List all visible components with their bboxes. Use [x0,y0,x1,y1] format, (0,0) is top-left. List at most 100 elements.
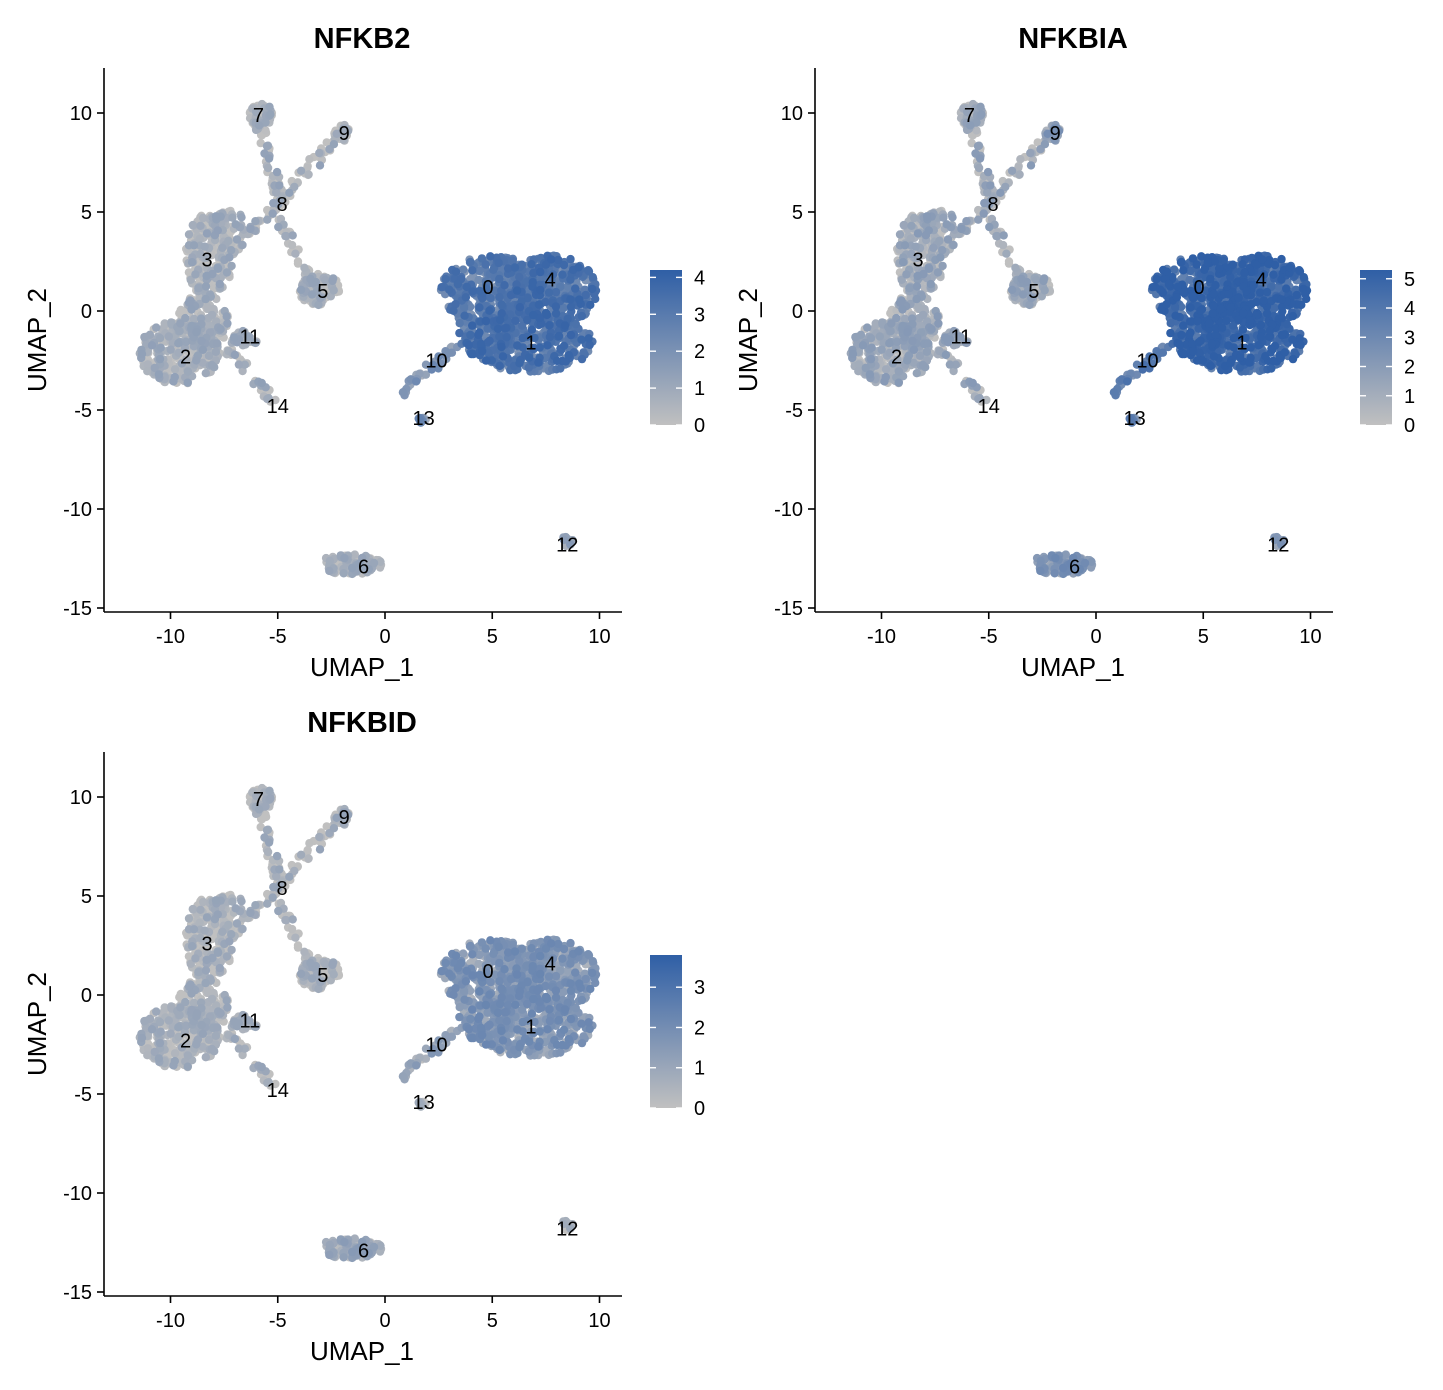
cell-point [230,350,240,360]
cell-point [1258,255,1267,264]
cell-point [266,110,275,119]
cell-point [315,161,325,170]
cell-point [329,140,339,149]
y-tick-label: -10 [63,499,92,521]
cell-point [912,369,921,378]
cell-point [985,222,994,232]
cell-point [973,141,983,151]
cell-point [212,339,222,348]
cell-point [188,220,197,230]
cluster-label: 7 [253,105,264,127]
cell-point [461,293,471,302]
cell-point [1162,267,1172,276]
cell-point [467,349,476,359]
cell-point [498,352,508,361]
cell-point [903,356,912,365]
cell-point [897,296,906,305]
cell-point [305,155,314,164]
cell-point [584,266,593,275]
cell-point [223,319,232,328]
y-axis-label: UMAP_2 [22,288,52,392]
cell-point [257,378,266,388]
cell-point [913,271,922,281]
cell-point [536,285,545,295]
cell-point [178,307,187,316]
cell-point [894,367,904,376]
cell-point [577,335,586,344]
cell-point [943,235,953,244]
cell-point [918,310,928,320]
cell-point [867,343,876,352]
cell-point [858,341,868,350]
cell-point [455,328,464,338]
cell-point [1040,286,1049,295]
cell-point [187,258,197,267]
cell-point [1152,274,1161,284]
cell-point [934,319,943,328]
cell-point [1059,563,1068,573]
cell-point [588,284,597,294]
cell-point [1209,302,1218,311]
cell-point [929,243,938,252]
cell-point [197,336,206,346]
cell-point [412,377,421,386]
cell-point [502,333,511,342]
cell-point [263,163,273,173]
cell-point [529,310,538,320]
cell-point [1011,263,1020,272]
cell-point [903,328,912,337]
cell-point [183,367,193,376]
cell-point [922,212,932,221]
y-tick-label: -5 [74,400,92,422]
cell-point [222,268,232,277]
cell-point [1295,266,1304,275]
cell-point [272,167,282,177]
cell-point [460,311,469,320]
cell-point [143,367,152,376]
cell-point [1004,257,1014,266]
cell-point [218,243,227,252]
cell-point [908,336,917,346]
cell-point [894,378,903,387]
cell-point [912,282,922,291]
cell-point [497,300,506,309]
cell-point [1007,166,1017,175]
cell-point [449,306,458,315]
cell-point [296,166,306,175]
cell-point [887,319,896,328]
cell-point [564,351,573,360]
cell-point [497,342,506,352]
cell-point [924,264,934,273]
cell-point [559,341,569,350]
cell-point [558,270,567,279]
x-ticks: -10 -5 0 5 10 [156,612,611,648]
y-tick-label: 10 [70,103,92,125]
cell-point [441,274,450,284]
cell-point [201,282,211,291]
cell-point [481,316,490,326]
cell-point [203,303,212,312]
cell-point [912,294,921,304]
cell-point [170,365,180,374]
cell-point [184,230,194,239]
cell-point [495,293,504,302]
cell-point [1148,283,1157,292]
cell-point [468,321,477,330]
cell-point [184,268,194,277]
cell-point [304,170,313,179]
cell-point [924,226,933,235]
cell-point [875,332,884,341]
cell-point [264,154,274,163]
cell-point [560,321,570,330]
cell-point [1164,279,1174,289]
cell-point [229,333,239,342]
cell-point [512,286,522,295]
cell-point [222,312,231,321]
cell-point [287,240,297,250]
cell-point [1254,341,1263,350]
cell-point [898,258,908,267]
cluster-label: 4 [545,269,556,291]
cell-point [156,343,165,352]
cell-points [135,99,601,579]
cell-point [945,360,955,369]
